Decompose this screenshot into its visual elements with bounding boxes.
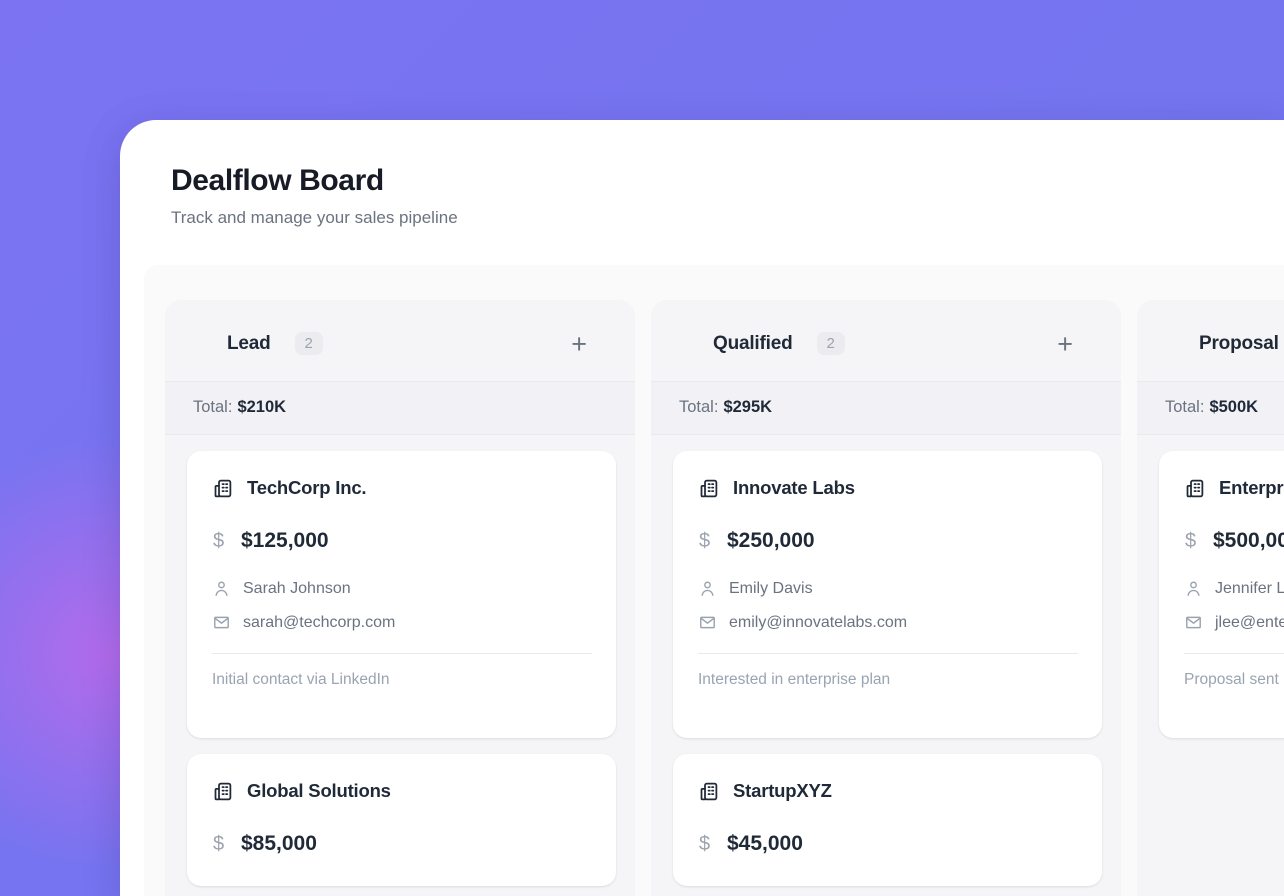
contact-name-row: Sarah Johnson [212, 579, 592, 598]
contact-name: Emily Davis [729, 579, 813, 597]
total-label: Total: [679, 398, 719, 416]
total-value: $210K [237, 398, 287, 416]
total-value: $295K [723, 398, 773, 416]
dollar-icon: $ [698, 529, 711, 552]
column-qualified: Qualified 2 + Total: $295K Innovate Labs … [651, 300, 1121, 896]
company-name: TechCorp Inc. [247, 477, 367, 498]
card-title-row: TechCorp Inc. [212, 477, 592, 499]
contact-email-row: jlee@enterprise.com [1184, 613, 1284, 632]
column-lead: Lead 2 + Total: $210K TechCorp Inc. $ $12… [165, 300, 635, 896]
card-amount-row: $ $45,000 [698, 832, 1078, 856]
card-note: Initial contact via LinkedIn [212, 671, 390, 688]
company-name: Global Solutions [247, 780, 391, 801]
column-lead-header: Lead 2 + [165, 300, 635, 381]
card-title-row: Innovate Labs [698, 477, 1078, 499]
user-icon [701, 581, 714, 596]
card-amount-row: $ $85,000 [212, 832, 592, 856]
card-divider [212, 653, 592, 654]
deal-amount: $125,000 [241, 529, 329, 552]
dollar-icon: $ [1184, 529, 1197, 552]
deal-amount: $85,000 [241, 832, 317, 855]
contact-name-row: Emily Davis [698, 579, 1078, 598]
add-deal-button[interactable]: + [569, 330, 589, 357]
deal-amount: $45,000 [727, 832, 803, 855]
card-note: Interested in enterprise plan [698, 671, 891, 688]
card-divider [698, 653, 1078, 654]
card-contact-block: Emily Davis emily@innovatelabs.com [698, 579, 1078, 632]
card-contact-block: Sarah Johnson sarah@techcorp.com [212, 579, 592, 632]
column-proposal: Proposal 1 + Total:$500K Enterprise Corp… [1137, 300, 1284, 896]
mail-icon [1186, 616, 1201, 629]
mail-icon [700, 616, 715, 629]
card-amount-row: $ $500,000 [1184, 529, 1284, 553]
page-title: Dealflow Board [171, 164, 384, 197]
contact-email: emily@innovatelabs.com [729, 613, 908, 631]
contact-email: jlee@enterprise.com [1215, 613, 1284, 631]
contact-name: Sarah Johnson [243, 579, 351, 597]
card-amount-row: $ $125,000 [212, 529, 592, 553]
add-deal-button[interactable]: + [1055, 330, 1075, 357]
company-name: StartupXYZ [733, 780, 832, 801]
column-count-badge: 2 [816, 332, 845, 355]
dollar-icon: $ [212, 832, 225, 855]
company-name: Innovate Labs [733, 477, 855, 498]
column-proposal-header: Proposal 1 + [1137, 300, 1284, 381]
user-icon [215, 581, 228, 596]
mail-icon [214, 616, 229, 629]
main-panel: Dealflow Board Track and manage your sal… [120, 120, 1284, 896]
deal-card-startupxyz[interactable]: StartupXYZ $ $45,000 [673, 754, 1102, 886]
building-icon [700, 479, 718, 497]
contact-email-row: emily@innovatelabs.com [698, 613, 1078, 632]
card-title-row: Global Solutions [212, 780, 592, 802]
card-note: Proposal sent last week [1184, 671, 1284, 688]
page-subtitle: Track and manage your sales pipeline [171, 208, 458, 227]
column-total-bar: Total: $210K [165, 381, 635, 435]
deal-card-global-solutions[interactable]: Global Solutions $ $85,000 [187, 754, 616, 886]
company-name: Enterprise Corp [1219, 477, 1284, 498]
contact-name-row: Jennifer Lee [1184, 579, 1284, 598]
kanban-board: Lead 2 + Total: $210K TechCorp Inc. $ $12… [144, 265, 1284, 896]
cards-list: Enterprise Corp $ $500,000 Jennifer Lee [1137, 435, 1284, 758]
card-contact-block: Jennifer Lee jlee@enterprise.com [1184, 579, 1284, 632]
deal-card-enterprise[interactable]: Enterprise Corp $ $500,000 Jennifer Lee [1159, 451, 1284, 738]
contact-name: Jennifer Lee [1215, 579, 1284, 597]
deal-amount: $500,000 [1213, 529, 1284, 552]
column-title: Proposal [1199, 332, 1279, 354]
column-title: Qualified [713, 332, 793, 354]
building-icon [214, 782, 232, 800]
deal-card-techcorp[interactable]: TechCorp Inc. $ $125,000 Sarah Johnson [187, 451, 616, 738]
dollar-icon: $ [698, 832, 711, 855]
plus-icon: + [571, 328, 587, 359]
total-label: Total: [193, 398, 233, 416]
column-total-bar: Total: $295K [651, 381, 1121, 435]
page-header: Dealflow Board Track and manage your sal… [120, 120, 1284, 265]
column-title: Lead [227, 332, 271, 354]
building-icon [700, 782, 718, 800]
deal-amount: $250,000 [727, 529, 815, 552]
dollar-icon: $ [212, 529, 225, 552]
total-value: $500K [1209, 398, 1259, 416]
card-title-row: StartupXYZ [698, 780, 1078, 802]
user-icon [1187, 581, 1200, 596]
cards-list: TechCorp Inc. $ $125,000 Sarah Johnson [165, 435, 635, 896]
deal-card-innovate-labs[interactable]: Innovate Labs $ $250,000 Emily Davis [673, 451, 1102, 738]
card-title-row: Enterprise Corp [1184, 477, 1284, 499]
building-icon [214, 479, 232, 497]
column-qualified-header: Qualified 2 + [651, 300, 1121, 381]
cards-list: Innovate Labs $ $250,000 Emily Davis [651, 435, 1121, 896]
total-label: Total: [1165, 398, 1205, 416]
card-amount-row: $ $250,000 [698, 529, 1078, 553]
contact-email-row: sarah@techcorp.com [212, 613, 592, 632]
building-icon [1186, 479, 1204, 497]
card-divider [1184, 653, 1284, 654]
plus-icon: + [1057, 328, 1073, 359]
contact-email: sarah@techcorp.com [243, 613, 396, 631]
column-total-bar: Total: $500K [1137, 381, 1284, 435]
column-count-badge: 2 [294, 332, 323, 355]
